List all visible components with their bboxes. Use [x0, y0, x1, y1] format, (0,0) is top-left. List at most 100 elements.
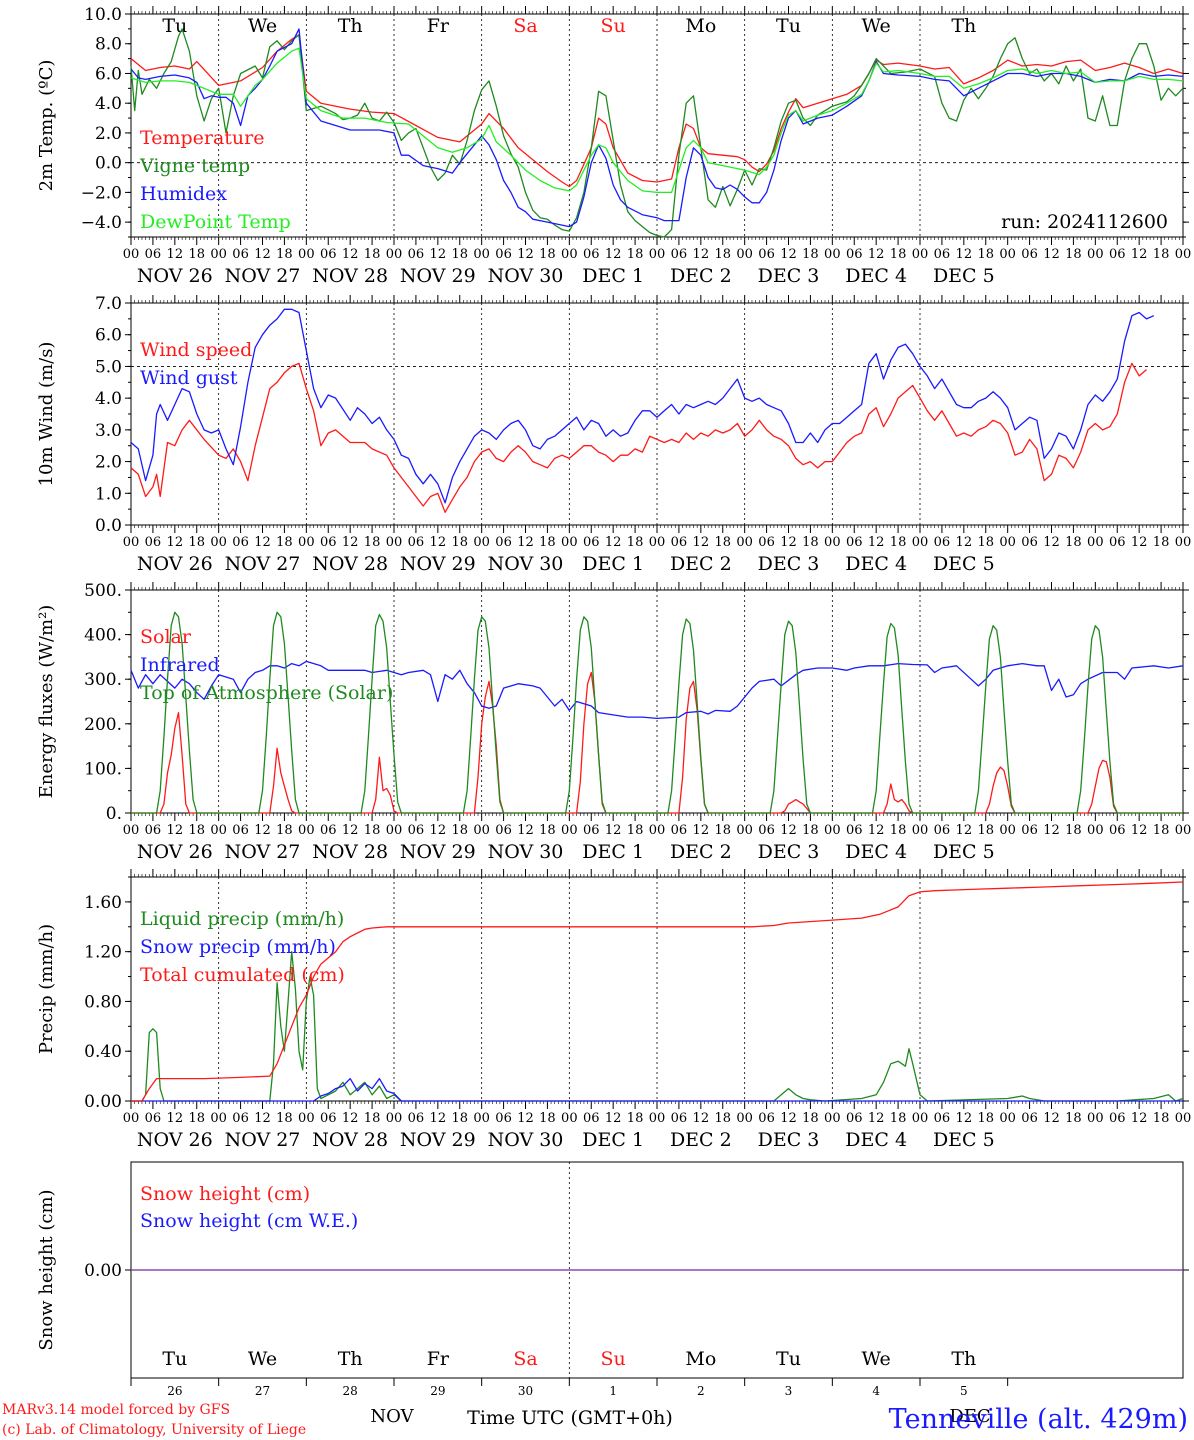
hour-label: 00: [736, 823, 753, 838]
date-label: NOV 30: [488, 553, 564, 575]
legend-entry: Wind gust: [140, 367, 238, 389]
date-label: DEC 2: [670, 265, 732, 287]
date-label: DEC 2: [670, 553, 732, 575]
series-line-vigne-temp: [130, 28, 1184, 238]
hour-label: 00: [1087, 247, 1104, 262]
hour-label: 06: [583, 1111, 600, 1126]
panel-precip: 1.60 1.20 0.80 0.40 0.00 Precip (mm/h) 00 06 12 1…: [36, 869, 1191, 1151]
date-label: NOV 29: [400, 265, 476, 287]
date-label: NOV 26: [137, 553, 213, 575]
hour-label: 12: [254, 823, 271, 838]
series-line-temperature: [130, 34, 1184, 188]
legend-entry: DewPoint Temp: [140, 211, 291, 233]
hour-label: 18: [451, 247, 468, 262]
hour-label: 18: [802, 823, 819, 838]
date-label: DEC 4: [845, 553, 907, 575]
hour-label: 06: [232, 1111, 249, 1126]
hour-label: 06: [1021, 823, 1038, 838]
hour-label: 12: [868, 535, 885, 550]
day-number-label: 30: [518, 1384, 533, 1398]
hour-label: 18: [627, 823, 644, 838]
hour-label: 12: [605, 823, 622, 838]
weekday-label: We: [862, 15, 891, 37]
hour-label: 00: [999, 1111, 1016, 1126]
date-label: NOV 27: [225, 841, 301, 863]
hour-label: 12: [1131, 823, 1148, 838]
y-tick-label: 6.0: [95, 326, 122, 346]
hour-label: 18: [977, 1111, 994, 1126]
hour-label: 00: [736, 247, 753, 262]
date-label: DEC 3: [758, 1129, 820, 1151]
y-axis-title: Precip (mm/h): [36, 924, 57, 1054]
y-tick-label: 8.0: [95, 35, 122, 55]
y-axis-title: 2m Temp. (ºC): [36, 60, 57, 192]
y-tick-label: 0.00: [84, 1092, 122, 1112]
hour-label: 18: [1153, 823, 1170, 838]
hour-label: 06: [758, 247, 775, 262]
hour-label: 00: [649, 823, 666, 838]
date-label: DEC 5: [933, 841, 995, 863]
hour-label: 18: [802, 535, 819, 550]
date-label: NOV 30: [488, 841, 564, 863]
date-label: DEC 3: [758, 265, 820, 287]
weekday-label: Mo: [685, 1348, 716, 1370]
weekday-label: We: [862, 1348, 891, 1370]
hour-label: 00: [123, 247, 140, 262]
date-label: DEC 2: [670, 1129, 732, 1151]
weekday-label: We: [248, 15, 277, 37]
hour-label: 06: [934, 535, 951, 550]
panel-temp: 10.0 8.0 6.0 4.0 2.0 0.0 −2.0 −4.0 2m Temp. (ºC)…: [36, 5, 1191, 287]
hour-label: 00: [999, 247, 1016, 262]
y-tick-label: 5.0: [95, 357, 122, 377]
hour-label: 12: [517, 1111, 534, 1126]
hour-label: 18: [802, 247, 819, 262]
hour-label: 12: [517, 823, 534, 838]
hour-label: 00: [736, 1111, 753, 1126]
y-tick-label: 100.: [84, 759, 122, 779]
date-label: DEC 5: [933, 265, 995, 287]
hour-label: 00: [298, 247, 315, 262]
hour-label: 00: [649, 247, 666, 262]
hour-label: 00: [473, 1111, 490, 1126]
weekday-label: We: [248, 1348, 277, 1370]
hour-label: 18: [1153, 535, 1170, 550]
hour-label: 06: [671, 247, 688, 262]
hour-label: 06: [846, 823, 863, 838]
hour-label: 00: [561, 247, 578, 262]
hour-label: 06: [320, 247, 337, 262]
hour-label: 06: [846, 535, 863, 550]
hour-label: 12: [693, 823, 710, 838]
run-label: run: 2024112600: [1001, 211, 1168, 233]
hour-label: 18: [977, 247, 994, 262]
y-tick-label: 7.0: [95, 294, 122, 314]
hour-label: 00: [1087, 823, 1104, 838]
hour-label: 06: [408, 535, 425, 550]
y-tick-label: 400.: [84, 626, 122, 646]
date-label: NOV 27: [225, 265, 301, 287]
day-number-label: 3: [785, 1384, 793, 1398]
hour-label: 06: [232, 247, 249, 262]
hour-label: 06: [758, 535, 775, 550]
y-tick-label: 0.40: [84, 1042, 122, 1062]
hour-label: 12: [1131, 1111, 1148, 1126]
hour-label: 18: [890, 247, 907, 262]
hour-label: 06: [408, 823, 425, 838]
hour-label: 18: [451, 1111, 468, 1126]
hour-label: 12: [1043, 535, 1060, 550]
weekday-label: Su: [601, 1348, 626, 1370]
date-label: NOV 26: [137, 841, 213, 863]
hour-label: 18: [451, 535, 468, 550]
series-line-liquid-precip-mm-h-: [131, 951, 1184, 1102]
hour-label: 00: [473, 247, 490, 262]
hour-label: 12: [254, 535, 271, 550]
legend-entry: Snow height (cm W.E.): [140, 1210, 358, 1232]
hour-label: 18: [890, 1111, 907, 1126]
day-number-label: 5: [960, 1384, 968, 1398]
hour-label: 06: [583, 823, 600, 838]
hour-label: 06: [320, 535, 337, 550]
hour-label: 06: [495, 535, 512, 550]
series-line-infrared: [130, 660, 1184, 720]
month-label-nov: NOV: [370, 1406, 414, 1427]
station-label: Tenneville (alt. 429m): [889, 1404, 1188, 1435]
